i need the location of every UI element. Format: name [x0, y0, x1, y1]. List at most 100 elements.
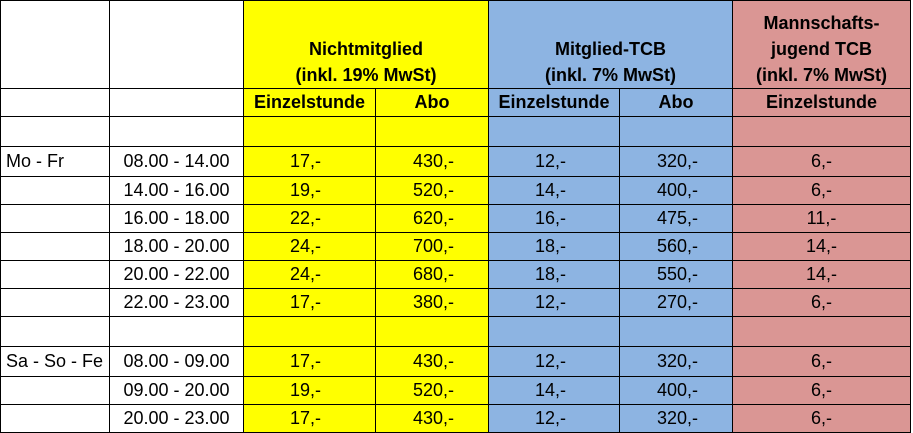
header-nichtmitglied: Nichtmitglied (inkl. 19% MwSt) — [243, 0, 489, 89]
header-jugend: Mannschafts- jugend TCB (inkl. 7% MwSt) — [732, 0, 911, 89]
n-einzel-cell: 17,- — [243, 404, 376, 433]
header-row: Nichtmitglied (inkl. 19% MwSt) Mitglied-… — [0, 0, 911, 89]
header-mitglied-tax: (inkl. 7% MwSt) — [544, 65, 676, 85]
spacer-cell — [488, 316, 620, 347]
n-abo-cell: 520,- — [375, 376, 489, 405]
j-einzel-cell: 6,- — [732, 376, 911, 405]
subheader-blank-cell — [109, 88, 244, 117]
m-einzel-cell: 18,- — [488, 232, 620, 261]
header-jugend-tax: (inkl. 7% MwSt) — [755, 65, 887, 85]
day-label-cell: Mo - Fr — [0, 146, 110, 177]
m-abo-cell: 400,- — [619, 376, 733, 405]
spacer-row — [0, 116, 911, 147]
spacer-cell — [732, 116, 911, 147]
day-label-cell — [0, 260, 110, 289]
n-abo-cell: 520,- — [375, 176, 489, 205]
m-einzel-cell: 14,- — [488, 176, 620, 205]
n-einzel-cell: 19,- — [243, 376, 376, 405]
spacer-cell — [0, 316, 110, 347]
spacer-cell — [488, 116, 620, 147]
spacer-cell — [109, 116, 244, 147]
m-abo-cell: 320,- — [619, 346, 733, 377]
m-einzel-cell: 14,- — [488, 376, 620, 405]
table-row: 22.00 - 23.00 17,- 380,- 12,- 270,- 6,- — [0, 288, 911, 317]
header-blank-cell — [109, 0, 244, 89]
day-label-cell — [0, 288, 110, 317]
n-einzel-cell: 17,- — [243, 346, 376, 377]
time-cell: 18.00 - 20.00 — [109, 232, 244, 261]
spacer-cell — [732, 316, 911, 347]
time-cell: 20.00 - 22.00 — [109, 260, 244, 289]
n-einzel-cell: 17,- — [243, 288, 376, 317]
j-einzel-cell: 6,- — [732, 404, 911, 433]
subheader-n-einzel: Einzelstunde — [243, 88, 376, 117]
j-einzel-cell: 11,- — [732, 204, 911, 233]
time-cell: 20.00 - 23.00 — [109, 404, 244, 433]
table-row: 20.00 - 23.00 17,- 430,- 12,- 320,- 6,- — [0, 404, 911, 433]
spacer-cell — [109, 316, 244, 347]
day-label-cell: Sa - So - Fe — [0, 346, 110, 377]
time-cell: 09.00 - 20.00 — [109, 376, 244, 405]
table-row: 20.00 - 22.00 24,- 680,- 18,- 550,- 14,- — [0, 260, 911, 289]
n-einzel-cell: 19,- — [243, 176, 376, 205]
m-einzel-cell: 16,- — [488, 204, 620, 233]
m-abo-cell: 560,- — [619, 232, 733, 261]
header-mitglied-title: Mitglied-TCB — [555, 39, 666, 59]
m-einzel-cell: 12,- — [488, 146, 620, 177]
day-label-cell — [0, 176, 110, 205]
m-abo-cell: 270,- — [619, 288, 733, 317]
m-einzel-cell: 12,- — [488, 404, 620, 433]
table-row: Sa - So - Fe 08.00 - 09.00 17,- 430,- 12,- 32… — [0, 346, 911, 377]
m-abo-cell: 320,- — [619, 146, 733, 177]
time-cell: 14.00 - 16.00 — [109, 176, 244, 205]
n-einzel-cell: 17,- — [243, 146, 376, 177]
n-abo-cell: 430,- — [375, 404, 489, 433]
j-einzel-cell: 6,- — [732, 346, 911, 377]
subheader-row: Einzelstunde Abo Einzelstunde Abo Einzel… — [0, 88, 911, 117]
spacer-cell — [375, 116, 489, 147]
header-blank-cell — [0, 0, 110, 89]
subheader-blank-cell — [0, 88, 110, 117]
n-einzel-cell: 24,- — [243, 260, 376, 289]
time-cell: 16.00 - 18.00 — [109, 204, 244, 233]
n-abo-cell: 430,- — [375, 346, 489, 377]
header-jugend-title-1: Mannschafts- — [763, 13, 880, 33]
n-einzel-cell: 24,- — [243, 232, 376, 261]
header-jugend-title-2: jugend TCB — [771, 39, 872, 59]
spacer-cell — [619, 116, 733, 147]
m-abo-cell: 475,- — [619, 204, 733, 233]
header-nichtmitglied-title: Nichtmitglied — [308, 39, 423, 59]
spacer-cell — [243, 316, 376, 347]
j-einzel-cell: 6,- — [732, 146, 911, 177]
day-label-cell — [0, 404, 110, 433]
n-abo-cell: 620,- — [375, 204, 489, 233]
n-einzel-cell: 22,- — [243, 204, 376, 233]
table-row: 14.00 - 16.00 19,- 520,- 14,- 400,- 6,- — [0, 176, 911, 205]
day-label-cell — [0, 376, 110, 405]
m-abo-cell: 320,- — [619, 404, 733, 433]
spacer-cell — [0, 116, 110, 147]
spacer-cell — [243, 116, 376, 147]
header-mitglied: Mitglied-TCB (inkl. 7% MwSt) — [488, 0, 733, 89]
m-abo-cell: 550,- — [619, 260, 733, 289]
n-abo-cell: 380,- — [375, 288, 489, 317]
j-einzel-cell: 14,- — [732, 232, 911, 261]
time-cell: 08.00 - 09.00 — [109, 346, 244, 377]
subheader-m-einzel: Einzelstunde — [488, 88, 620, 117]
table-row: 18.00 - 20.00 24,- 700,- 18,- 560,- 14,- — [0, 232, 911, 261]
time-cell: 08.00 - 14.00 — [109, 146, 244, 177]
m-abo-cell: 400,- — [619, 176, 733, 205]
table-row: 09.00 - 20.00 19,- 520,- 14,- 400,- 6,- — [0, 376, 911, 405]
n-abo-cell: 430,- — [375, 146, 489, 177]
header-nichtmitglied-tax: (inkl. 19% MwSt) — [295, 65, 437, 85]
day-label-cell — [0, 204, 110, 233]
n-abo-cell: 700,- — [375, 232, 489, 261]
subheader-j-einzel: Einzelstunde — [732, 88, 911, 117]
table-row: Mo - Fr 08.00 - 14.00 17,- 430,- 12,- 320,- 6,… — [0, 146, 911, 177]
m-einzel-cell: 12,- — [488, 288, 620, 317]
j-einzel-cell: 6,- — [732, 288, 911, 317]
m-einzel-cell: 18,- — [488, 260, 620, 289]
subheader-m-abo: Abo — [619, 88, 733, 117]
